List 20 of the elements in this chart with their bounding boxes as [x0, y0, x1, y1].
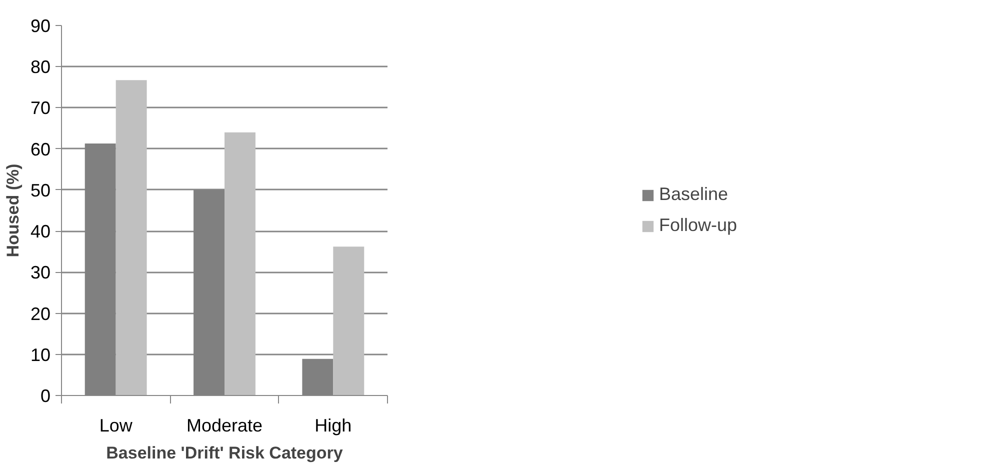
y-tick-label: 70 — [30, 98, 51, 118]
y-tick-label: 40 — [30, 222, 51, 242]
y-tick-label: 90 — [30, 16, 51, 36]
y-tick-label: 80 — [30, 57, 51, 78]
legend-label: Baseline — [658, 184, 728, 205]
y-tick-label: 50 — [30, 180, 51, 200]
y-tick-label: 20 — [30, 304, 51, 324]
x-tick-label: High — [314, 416, 352, 436]
y-tick-label: 30 — [30, 262, 51, 283]
x-tick-label: Low — [99, 416, 134, 436]
y-tick-label: 10 — [30, 344, 51, 365]
y-tick-label: 0 — [40, 386, 51, 406]
bar — [116, 80, 147, 396]
y-tick-label: 60 — [30, 139, 51, 160]
x-axis-title: Baseline 'Drift' Risk Category — [106, 444, 344, 462]
bar — [224, 132, 256, 396]
x-tick-label: Moderate — [186, 416, 263, 436]
legend-label: Follow-up — [658, 215, 738, 236]
y-axis-title: Housed (%) — [3, 164, 22, 258]
bar — [333, 246, 364, 396]
